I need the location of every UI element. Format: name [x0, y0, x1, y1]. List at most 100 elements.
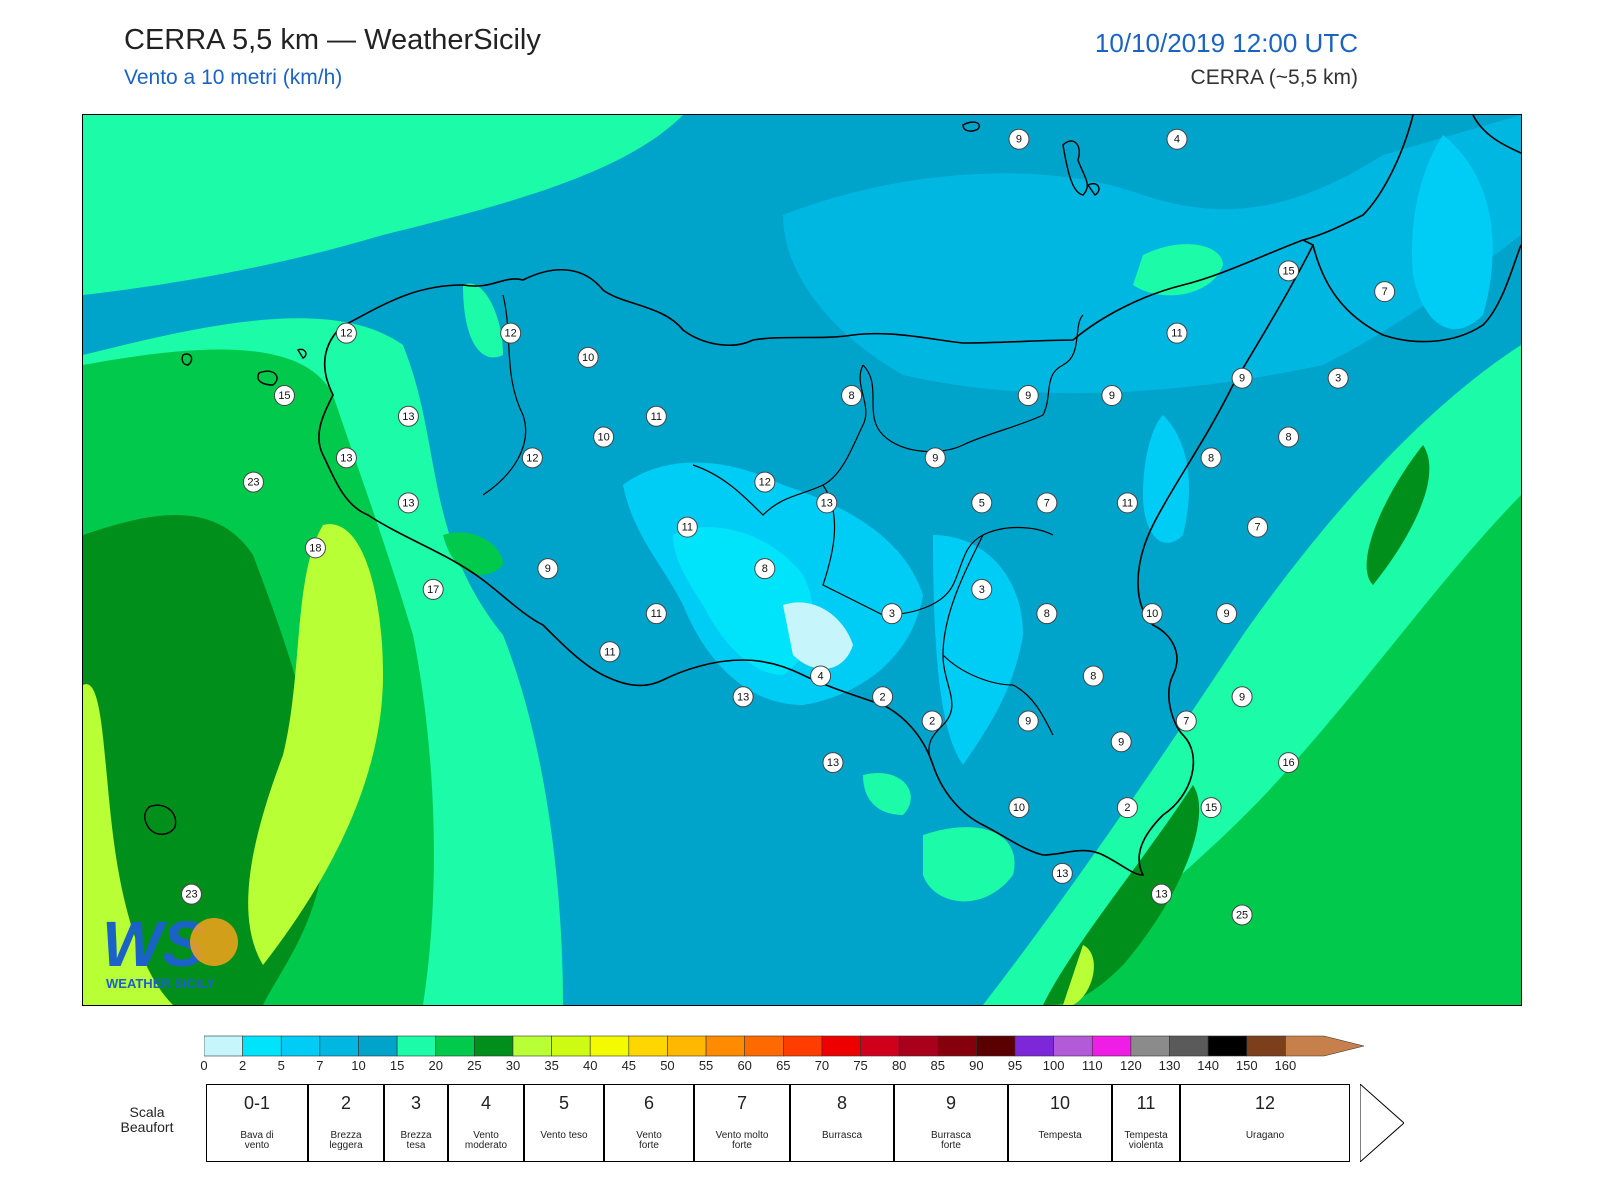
- valid-datetime: 10/10/2019 12:00 UTC: [1094, 28, 1358, 58]
- station-circle: [645, 405, 667, 427]
- station-circle: [1110, 731, 1132, 753]
- station-circle: [676, 516, 698, 538]
- calabria-coastline: [1302, 115, 1521, 343]
- station-circle: [1278, 260, 1300, 282]
- beaufort-description: Vento moderato: [464, 1130, 508, 1151]
- province-border-me-ct: [862, 314, 1084, 453]
- wind-map: 9 4 15 7 12 12 10 11 9 3 15 8 9 9 13 11 10 8 13 12 9 8 23 12 13 1…: [82, 114, 1522, 1006]
- station-marker: 8: [1082, 665, 1104, 687]
- beaufort-description: Tempesta: [1038, 1130, 1082, 1141]
- colorbar-segment: [1246, 1035, 1286, 1057]
- beaufort-description: Tempesta violenta: [1124, 1130, 1168, 1151]
- beaufort-description: Vento molto forte: [715, 1130, 769, 1151]
- station-circle: [754, 558, 776, 580]
- station-value: 9: [1224, 608, 1230, 620]
- station-circle: [841, 385, 863, 407]
- map-title: CERRA 5,5 km — WeatherSicily: [124, 24, 541, 56]
- station-marker: 7: [1175, 710, 1197, 732]
- colorbar-segment: [1285, 1035, 1365, 1057]
- beaufort-description: Burrasca forte: [930, 1130, 971, 1151]
- map-subtitle: Vento a 10 metri (km/h): [124, 66, 343, 89]
- station-value: 9: [1025, 390, 1031, 402]
- station-value: 9: [1109, 390, 1115, 402]
- wind-zone-se-3: [1366, 445, 1430, 585]
- station-marker: 13: [397, 492, 419, 514]
- station-value: 4: [818, 671, 824, 683]
- station-circle: [593, 426, 615, 448]
- station-value: 13: [737, 691, 749, 703]
- station-circle: [599, 641, 621, 663]
- station-marker: 10: [577, 346, 599, 368]
- station-marker: 12: [335, 322, 357, 344]
- station-value: 13: [827, 757, 839, 769]
- beaufort-number: 5: [558, 1093, 569, 1113]
- colorbar-segment: [628, 1035, 668, 1057]
- province-border-cl-en: [822, 484, 1054, 616]
- station-value: 7: [1183, 716, 1189, 728]
- station-circle: [1166, 128, 1188, 150]
- station-value: 15: [278, 390, 290, 402]
- wind-zone-ne-2: [1412, 135, 1493, 330]
- station-value: 12: [505, 328, 517, 340]
- station-circle: [810, 665, 832, 687]
- station-value: 15: [1205, 802, 1217, 814]
- colorbar-tick-label: 120: [1120, 1058, 1142, 1073]
- station-marker: 7: [1036, 492, 1058, 514]
- station-value: 9: [1239, 373, 1245, 385]
- beaufort-level: 7 Vento molto forte: [694, 1084, 790, 1162]
- station-marker: 5: [971, 492, 993, 514]
- colorbar-tick-label: 35: [544, 1058, 559, 1073]
- beaufort-description: Vento forte: [636, 1130, 662, 1151]
- wind-zone-se-5: [1063, 945, 1094, 1005]
- station-marker: 10: [1008, 797, 1030, 819]
- colorbar-segment: [435, 1035, 475, 1057]
- colorbar-tick-label: 75: [853, 1058, 868, 1073]
- colorbar-tick-label: 2: [238, 1058, 247, 1073]
- station-marker: 9: [1101, 385, 1123, 407]
- svg-text:WEATHER SICILY: WEATHER SICILY: [106, 976, 215, 991]
- aeolian-islands: [962, 121, 1100, 196]
- station-marker: 11: [645, 603, 667, 625]
- station-value: 9: [1239, 691, 1245, 703]
- station-circle: [180, 883, 202, 905]
- colorbar-segment: [280, 1035, 321, 1057]
- station-circle: [881, 603, 903, 625]
- station-marker: 12: [754, 471, 776, 493]
- station-circle: [304, 537, 326, 559]
- station-circle: [537, 558, 559, 580]
- beaufort-number: 8: [836, 1093, 847, 1113]
- station-circle: [1200, 447, 1222, 469]
- beaufort-number: 10: [1049, 1093, 1071, 1113]
- station-marker: 15: [1278, 260, 1300, 282]
- station-circle: [924, 447, 946, 469]
- station-value: 11: [604, 646, 615, 658]
- beaufort-description: Brezza tesa: [400, 1130, 432, 1151]
- station-circle: [1116, 797, 1138, 819]
- station-circle: [1116, 492, 1138, 514]
- station-circle: [1327, 367, 1349, 389]
- colorbar-tick-label: 130: [1158, 1058, 1181, 1073]
- station-marker: 2: [921, 710, 943, 732]
- station-marker: 2: [1116, 797, 1138, 819]
- colorbar-segment: [744, 1035, 784, 1057]
- beaufort-level: 4 Vento moderato: [448, 1084, 524, 1162]
- model-name: CERRA (~5,5 km): [1190, 66, 1358, 89]
- station-value: 2: [1124, 802, 1130, 814]
- station-marker: 9: [1231, 686, 1253, 708]
- colorbar-tick-label: 150: [1235, 1058, 1258, 1073]
- station-marker: 15: [273, 385, 295, 407]
- station-marker: 9: [1017, 710, 1039, 732]
- wind-zone-interior-4: [933, 535, 1023, 765]
- station-circle: [397, 492, 419, 514]
- station-value: 12: [526, 452, 538, 464]
- station-value: 11: [1171, 328, 1182, 340]
- station-circle: [242, 471, 264, 493]
- station-marker: 11: [599, 641, 621, 663]
- station-circle: [971, 578, 993, 600]
- station-marker: 13: [816, 492, 838, 514]
- colorbar-segment: [474, 1035, 514, 1057]
- station-circle: [1200, 797, 1222, 819]
- colorbar-segment: [512, 1035, 552, 1057]
- station-value: 13: [402, 411, 414, 423]
- station-circle: [335, 447, 357, 469]
